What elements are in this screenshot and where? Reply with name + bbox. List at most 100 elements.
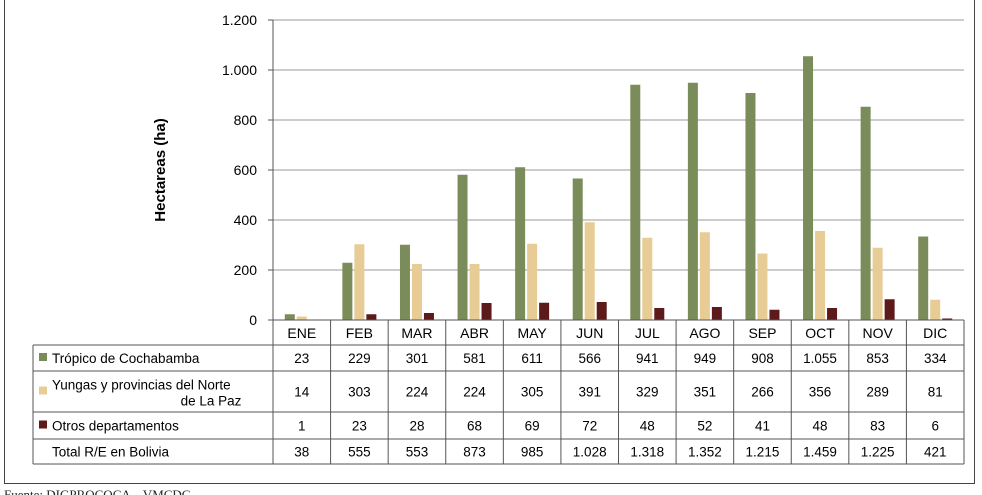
bar xyxy=(457,174,468,320)
data-label: 356 xyxy=(809,385,832,400)
total-label: 1.225 xyxy=(861,445,895,460)
y-tick-label: 200 xyxy=(234,262,258,278)
bar xyxy=(860,106,871,320)
x-tick-label: MAR xyxy=(401,325,432,341)
y-tick-label: 800 xyxy=(234,112,258,128)
y-tick-label: 400 xyxy=(234,212,258,228)
data-label: 303 xyxy=(348,385,371,400)
total-label: 553 xyxy=(406,445,429,460)
total-label: 1.215 xyxy=(746,445,780,460)
data-label: 941 xyxy=(636,351,659,366)
x-tick-label: OCT xyxy=(805,325,835,341)
y-axis-label: Hectareas (ha) xyxy=(152,118,169,221)
data-label: 14 xyxy=(294,385,310,400)
bar xyxy=(284,314,295,320)
data-label: 72 xyxy=(582,419,597,434)
bar xyxy=(584,222,595,320)
bar xyxy=(827,308,838,320)
bar xyxy=(942,318,953,320)
data-label: 329 xyxy=(636,385,659,400)
bar xyxy=(918,236,929,320)
data-label: 224 xyxy=(463,385,486,400)
x-tick-label: JUN xyxy=(576,325,603,341)
bar xyxy=(711,307,722,320)
data-label: 28 xyxy=(409,419,424,434)
bar xyxy=(481,303,492,320)
data-label: 48 xyxy=(813,419,828,434)
bar xyxy=(411,264,422,320)
legend-label: Otros departamentos xyxy=(52,419,179,434)
bar xyxy=(687,82,698,320)
x-tick-label: AGO xyxy=(689,325,720,341)
data-label: 1 xyxy=(298,419,306,434)
bar xyxy=(930,299,941,320)
legend-label: de La Paz xyxy=(181,394,242,409)
data-label: 224 xyxy=(406,385,429,400)
legend-swatch xyxy=(39,420,47,429)
bar xyxy=(469,264,480,320)
data-label: 334 xyxy=(924,351,947,366)
chart-frame xyxy=(4,0,975,484)
data-label: 1.055 xyxy=(803,351,837,366)
total-label: 421 xyxy=(924,445,947,460)
data-label: 566 xyxy=(578,351,601,366)
data-label: 305 xyxy=(521,385,544,400)
data-label: 581 xyxy=(463,351,486,366)
data-label: 853 xyxy=(866,351,889,366)
total-label: 873 xyxy=(463,445,486,460)
source-note: Fuente: DIGPROCOCA – VMCDC xyxy=(4,488,190,495)
bar xyxy=(399,244,410,320)
x-tick-label: SEP xyxy=(748,325,776,341)
bar xyxy=(296,316,307,320)
total-label: 1.028 xyxy=(573,445,607,460)
bar xyxy=(423,313,434,320)
x-tick-label: FEB xyxy=(346,325,373,341)
data-label: 289 xyxy=(866,385,889,400)
x-tick-label: JUL xyxy=(635,325,660,341)
bar xyxy=(642,237,653,320)
total-label: 985 xyxy=(521,445,544,460)
y-tick-label: 1.000 xyxy=(222,62,257,78)
bar xyxy=(872,247,883,320)
bar xyxy=(366,314,377,320)
data-label: 391 xyxy=(578,385,601,400)
bar xyxy=(354,244,365,320)
x-tick-label: MAY xyxy=(517,325,547,341)
data-label: 48 xyxy=(640,419,655,434)
bar xyxy=(699,232,710,320)
data-label: 23 xyxy=(294,351,309,366)
bar xyxy=(539,302,550,320)
total-row-label: Total R/E en Bolivia xyxy=(52,445,170,460)
total-label: 1.318 xyxy=(630,445,664,460)
data-label: 229 xyxy=(348,351,371,366)
x-tick-label: NOV xyxy=(862,325,893,341)
bar xyxy=(572,178,583,320)
data-label: 908 xyxy=(751,351,774,366)
data-label: 69 xyxy=(525,419,540,434)
bar xyxy=(527,243,538,320)
y-tick-label: 1.200 xyxy=(222,12,257,28)
x-tick-label: ENE xyxy=(287,325,316,341)
y-tick-label: 0 xyxy=(249,312,257,328)
x-tick-label: DIC xyxy=(923,325,947,341)
data-label: 81 xyxy=(928,385,943,400)
data-label: 351 xyxy=(694,385,717,400)
data-label: 301 xyxy=(406,351,429,366)
legend-swatch xyxy=(39,386,47,395)
bar xyxy=(745,93,756,320)
x-tick-label: ABR xyxy=(460,325,489,341)
bar xyxy=(515,167,526,320)
data-label: 41 xyxy=(755,419,770,434)
legend-label: Trópico de Cochabamba xyxy=(52,351,200,366)
data-label: 23 xyxy=(352,419,367,434)
bar xyxy=(884,299,895,320)
total-label: 1.459 xyxy=(803,445,837,460)
legend-swatch xyxy=(39,353,47,361)
bar xyxy=(596,302,607,320)
data-label: 68 xyxy=(467,419,482,434)
bar xyxy=(342,262,353,320)
total-label: 555 xyxy=(348,445,371,460)
data-label: 83 xyxy=(870,419,885,434)
legend-label: Yungas y provincias del Norte xyxy=(52,378,231,393)
